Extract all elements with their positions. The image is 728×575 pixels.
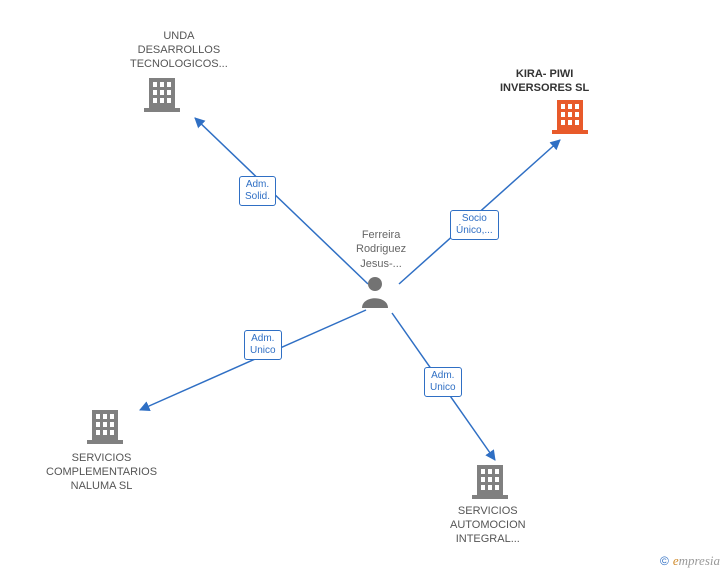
- company-label: SERVICIOS COMPLEMENTARIOS NALUMA SL: [46, 452, 157, 493]
- edge-line: [140, 310, 366, 410]
- building-icon[interactable]: [472, 465, 508, 499]
- company-label: SERVICIOS AUTOMOCION INTEGRAL...: [450, 505, 526, 546]
- copyright-symbol: ©: [660, 554, 669, 568]
- building-icon[interactable]: [144, 78, 180, 112]
- edge-label: Adm. Unico: [424, 367, 462, 397]
- building-icon[interactable]: [552, 100, 588, 134]
- edge-label: Adm. Unico: [244, 330, 282, 360]
- watermark: ©empresia: [660, 553, 720, 569]
- edge-label: Socio Único,...: [450, 210, 499, 240]
- edge-label: Adm. Solid.: [239, 176, 276, 206]
- building-icon[interactable]: [87, 410, 123, 444]
- person-label: Ferreira Rodriguez Jesus-...: [356, 228, 406, 271]
- edge-line: [195, 118, 368, 284]
- watermark-text: mpresia: [679, 553, 720, 568]
- company-label: KIRA- PIWI INVERSORES SL: [500, 68, 589, 96]
- company-label: UNDA DESARROLLOS TECNOLOGICOS...: [130, 30, 228, 71]
